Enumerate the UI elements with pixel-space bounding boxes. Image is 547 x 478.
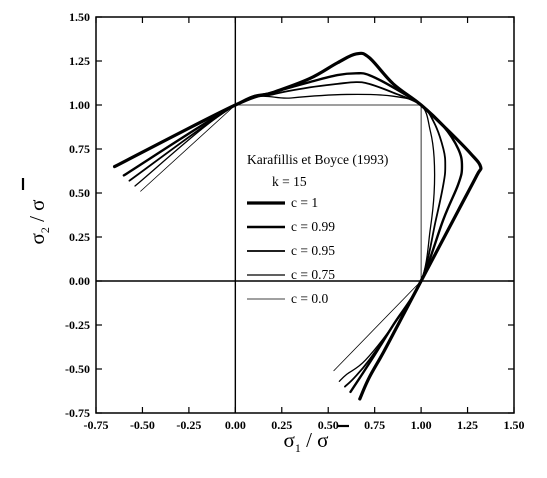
y-tick-label: 0.00: [69, 274, 90, 288]
x-tick-label: 0.50: [318, 418, 339, 432]
legend-label: c = 0.75: [291, 267, 335, 282]
legend-label: c = 0.0: [291, 291, 328, 306]
reference-lines: [96, 17, 514, 413]
x-tick-label: -0.75: [84, 418, 109, 432]
tick-labels: -0.75 -0.50 -0.25 0.00 0.25 0.50 0.75 1.00 1.25 1…: [65, 10, 525, 432]
legend-label: c = 0.95: [291, 243, 335, 258]
legend-label: c = 1: [291, 195, 318, 210]
tick-marks: [95, 16, 515, 414]
x-tick-label: -0.50: [130, 418, 155, 432]
x-tick-label: 0.25: [271, 418, 292, 432]
y-tick-label: 1.00: [69, 98, 90, 112]
legend-background: [245, 150, 415, 278]
plot-frame: [95, 16, 515, 414]
series-line-5: [140, 104, 422, 372]
legend: Karafillis et Boyce (1993) k = 15 c = 1 c =…: [245, 150, 415, 306]
y-tick-label: 1.50: [69, 10, 90, 24]
x-tick-label: 0.00: [225, 418, 246, 432]
legend-label: c = 0.99: [291, 219, 335, 234]
x-axis-title: σ1 / σ: [284, 424, 349, 455]
y-tick-label: -0.25: [65, 318, 90, 332]
axis-title-text: σ2 / σ: [25, 200, 52, 245]
x-tick-label: 1.00: [411, 418, 432, 432]
x-tick-label: 1.25: [457, 418, 478, 432]
y-tick-label: -0.50: [65, 362, 90, 376]
x-tick-label: 0.75: [364, 418, 385, 432]
y-tick-label: 0.25: [69, 230, 90, 244]
y-tick-label: 0.50: [69, 186, 90, 200]
y-tick-label: 1.25: [69, 54, 90, 68]
x-tick-label: -0.25: [176, 418, 201, 432]
y-tick-label: 0.75: [69, 142, 90, 156]
y-axis-title: σ2 / σ: [21, 178, 52, 245]
series-line-4: [134, 93, 436, 382]
plot-border: [95, 16, 515, 414]
curve-layer: [112, 51, 483, 401]
x-tick-label: 1.50: [504, 418, 525, 432]
legend-subtitle: k = 15: [272, 174, 307, 189]
y-tick-label: -0.75: [65, 406, 90, 420]
axis-title-text: σ1 / σ: [284, 428, 329, 455]
legend-title: Karafillis et Boyce (1993): [247, 152, 388, 167]
